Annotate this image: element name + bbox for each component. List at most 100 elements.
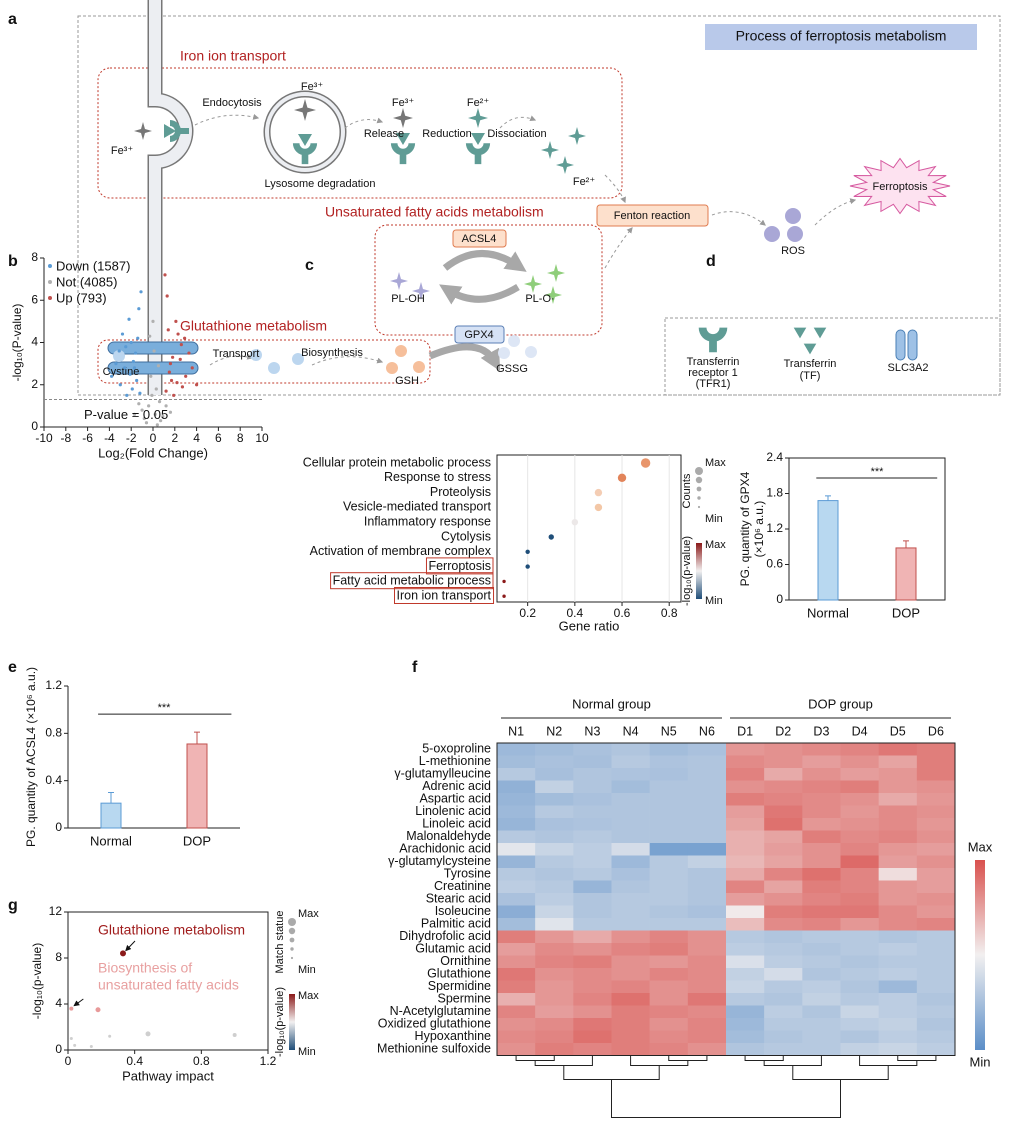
heatmap-cell — [726, 805, 765, 819]
heatmap-cell — [878, 918, 918, 931]
category-label: Proteolysis — [430, 485, 491, 499]
heatmap-cell — [497, 830, 536, 844]
size-legend-dot — [697, 496, 701, 500]
heatmap-cell — [649, 868, 689, 881]
panel-a-frame — [77, 15, 1001, 396]
heatmap-cell — [916, 830, 956, 844]
point — [125, 393, 129, 397]
x-tick-label: 0.8 — [661, 606, 678, 620]
row-label: Adrenic acid — [422, 779, 491, 793]
heatmap-cell — [726, 1018, 765, 1031]
heatmap-cell — [840, 893, 879, 906]
heatmap-cell — [611, 780, 650, 794]
heatmap-cell — [535, 830, 574, 844]
plot-frame — [788, 457, 946, 601]
row-label: Arachidonic acid — [399, 842, 491, 856]
highlight-box — [330, 572, 494, 590]
significance-label: *** — [158, 702, 172, 714]
heatmap-cell — [726, 1005, 765, 1019]
x-tick-label: DOP — [183, 833, 211, 848]
x-tick-label: 0 — [150, 431, 157, 445]
heatmap-cell — [840, 1030, 879, 1044]
heatmap-cell — [687, 1030, 727, 1044]
heatmap-cell — [687, 1043, 727, 1056]
bubble — [95, 1007, 101, 1013]
slc3a2-transporter — [107, 341, 199, 355]
heatmap-cell — [687, 830, 727, 844]
column-label: N5 — [661, 724, 677, 738]
heatmap-cell — [840, 968, 879, 981]
heatmap-cell — [764, 768, 803, 781]
bubble — [69, 1037, 73, 1040]
diagram-label: PL-OH — [391, 293, 425, 305]
point — [142, 416, 146, 421]
point — [157, 400, 162, 404]
heatmap-cell — [878, 893, 918, 906]
heatmap-cell — [573, 743, 612, 756]
heatmap-cell — [497, 968, 536, 981]
heatmap-cell — [726, 1030, 765, 1044]
heatmap-cell — [840, 955, 879, 969]
point — [183, 336, 187, 340]
heatmap-cell — [649, 793, 689, 806]
heatmap-cell — [764, 843, 803, 856]
column-label: D2 — [775, 724, 791, 738]
point — [127, 317, 131, 321]
row-label: Linolenic acid — [415, 804, 491, 818]
iron-ion — [134, 122, 152, 140]
heatmap-cell — [840, 980, 879, 994]
error-bar — [903, 540, 909, 548]
row-label: Spermine — [438, 992, 492, 1006]
heatmap-cell — [916, 793, 956, 806]
size-legend-dot — [290, 956, 294, 960]
diagram-title: Process of ferroptosis metabolism — [736, 28, 947, 44]
annotation-arrow — [125, 940, 136, 952]
point — [178, 357, 182, 361]
diagram-label: (TFR1) — [696, 378, 731, 390]
iron-ion — [294, 99, 316, 121]
bubble — [108, 1034, 112, 1038]
x-tick-label: 0.6 — [614, 606, 631, 620]
heatmap-cell — [726, 968, 765, 981]
heatmap-cell — [916, 918, 956, 931]
heatmap-cell — [764, 943, 803, 956]
heatmap-cell — [535, 1005, 574, 1019]
heatmap-cell — [726, 955, 765, 969]
size-legend-dot — [695, 476, 703, 484]
heatmap-cell — [535, 893, 574, 906]
heatmap-cell — [878, 968, 918, 981]
heatmap-cell — [916, 1030, 956, 1044]
point — [156, 364, 161, 368]
diagram-label: ROS — [781, 245, 805, 257]
heatmap-cell — [726, 1043, 765, 1056]
heatmap-cell — [497, 893, 536, 906]
heatmap-cell — [497, 780, 536, 794]
heatmap-cell — [535, 743, 574, 756]
heatmap-cell — [726, 843, 765, 856]
heatmap-cell — [535, 993, 574, 1006]
heatmap-cell — [687, 905, 727, 919]
heatmap-cell — [726, 768, 765, 781]
title-box — [705, 24, 977, 50]
heatmap-cell — [802, 768, 841, 781]
heatmap-cell — [687, 793, 727, 806]
heatmap-cell — [764, 743, 803, 756]
heatmap-cell — [649, 768, 689, 781]
x-tick-label: 0.4 — [126, 1054, 143, 1068]
heatmap-cell — [802, 918, 841, 931]
acsl4-box — [452, 229, 507, 248]
transferrin-receptor — [170, 120, 189, 142]
size-legend-dot — [697, 505, 701, 509]
heatmap-cell — [840, 1043, 879, 1056]
heatmap-cell — [764, 880, 803, 894]
point — [164, 389, 168, 393]
iron-ion — [568, 127, 586, 145]
point — [133, 351, 138, 355]
point — [154, 387, 158, 391]
iron-box — [97, 67, 623, 199]
heatmap-cell — [649, 1043, 689, 1056]
heatmap-cell — [497, 855, 536, 869]
heatmap-cell — [535, 768, 574, 781]
heatmap-cell — [764, 830, 803, 844]
heatmap-cell — [649, 1030, 689, 1044]
